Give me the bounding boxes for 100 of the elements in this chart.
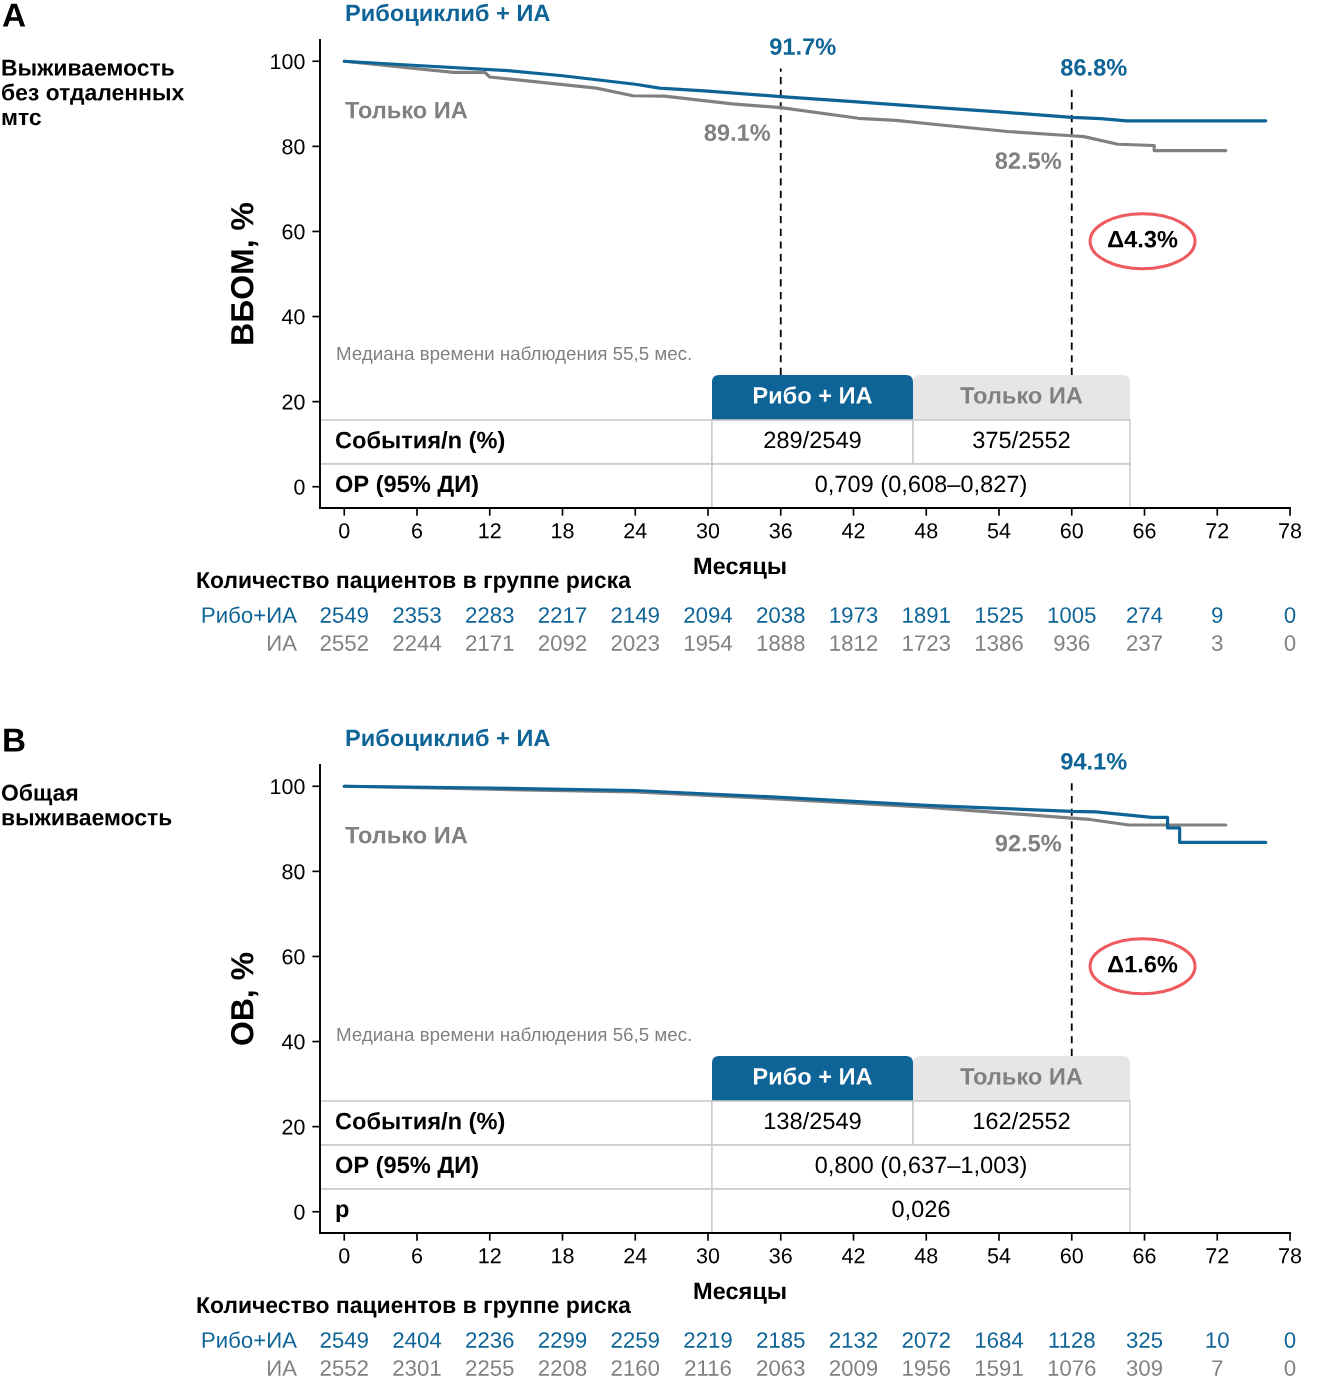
x-tick-label: 42 [842, 523, 865, 539]
text: 2404 [393, 1332, 442, 1348]
text: 2552 [320, 1360, 368, 1376]
text: 2552 [320, 635, 368, 651]
x-tick-label: 36 [769, 523, 792, 539]
x-tick-label: 78 [1279, 1248, 1302, 1264]
text: 10 [1206, 1332, 1229, 1348]
data-label: 89.1% [704, 124, 771, 141]
y-tick-label: 20 [282, 394, 305, 410]
text: 0 [1284, 607, 1296, 623]
text: 2283 [466, 607, 514, 623]
x-tick-label: 12 [479, 523, 501, 539]
x-tick-label: 42 [842, 1248, 865, 1264]
x-tick-label: 0 [339, 1248, 350, 1264]
series-label: Только ИА [345, 826, 468, 844]
x-tick-label: 36 [769, 1248, 792, 1264]
text: 2236 [466, 1332, 514, 1348]
series-label: Только ИА [345, 101, 468, 119]
text: 1723 [903, 635, 950, 651]
text: 9 [1212, 607, 1223, 623]
x-tick-label: 78 [1279, 523, 1302, 539]
text: 2217 [538, 607, 587, 623]
y-tick-label: 80 [282, 864, 305, 880]
data-label: 91.7% [770, 38, 836, 55]
data-label: 82.5% [995, 152, 1062, 170]
text: 237 [1127, 635, 1162, 651]
y-tick-label: 40 [281, 1034, 305, 1050]
x-tick-label: 54 [987, 523, 1011, 539]
text: 1525 [975, 607, 1023, 623]
data-label: 92.5% [995, 834, 1062, 852]
annotation: Только ИА [960, 387, 1083, 404]
y-tick-label: 40 [281, 309, 305, 325]
annotation: 0,026 [892, 1200, 950, 1221]
x-tick-label: 60 [1060, 1248, 1083, 1264]
annotation: Медиана времени наблюдения 56,5 мес. [337, 1027, 691, 1045]
text: 2072 [902, 1332, 950, 1348]
x-tick-label: 66 [1133, 523, 1156, 539]
annotation: Только ИА [960, 1068, 1083, 1085]
text: 1386 [975, 635, 1023, 651]
data-label: 94.1% [1061, 752, 1127, 770]
text: 2063 [757, 1360, 805, 1376]
x-tick-label: 48 [914, 1248, 938, 1264]
text: 1973 [830, 607, 878, 623]
text: 2301 [393, 1360, 441, 1376]
y-tick-label: 0 [294, 479, 305, 495]
text: Количество пациентов в группе риска [197, 572, 632, 593]
text: 2149 [611, 607, 659, 623]
text: 1684 [975, 1332, 1024, 1348]
x-tick-label: 60 [1060, 523, 1083, 539]
text: 7 [1212, 1360, 1223, 1376]
annotation: 138/2549 [765, 1111, 861, 1130]
text: ИА [268, 1360, 297, 1376]
x-tick-label: 18 [552, 523, 574, 539]
text: 2116 [685, 1360, 731, 1376]
x-tick-label: 6 [412, 1248, 423, 1264]
x-tick-label: 18 [552, 1248, 574, 1264]
text: 1128 [1049, 1332, 1095, 1348]
text: Выживаемость без отдаленных мтс [2, 59, 185, 126]
text: Общая выживаемость [1, 783, 172, 826]
y-tick-label: 0 [294, 1204, 305, 1220]
text: 274 [1127, 607, 1163, 623]
text: 2255 [466, 1360, 514, 1376]
annotation: 162/2552 [974, 1111, 1070, 1130]
x-tick-label: 24 [624, 523, 647, 539]
y-tick-label: 100 [271, 54, 305, 70]
text: A [2, 3, 26, 27]
text: 2244 [393, 635, 442, 651]
x-tick-label: 6 [412, 523, 423, 539]
annotation: Δ4.3% [1108, 230, 1178, 248]
y-tick-label: 80 [282, 139, 305, 155]
annotation: Медиана времени наблюдения 55,5 мес. [337, 346, 691, 364]
text: 2160 [611, 1360, 660, 1376]
text: 1888 [757, 635, 805, 651]
text: 2094 [684, 607, 733, 623]
y-axis-title: ВБОМ, % [230, 203, 259, 344]
text: 2092 [538, 635, 587, 651]
annotation: Δ1.6% [1108, 955, 1178, 973]
text: Рибо+ИА [202, 606, 297, 623]
data-label: 86.8% [1061, 59, 1127, 76]
text: 0 [1284, 1360, 1296, 1376]
text: 2171 [466, 635, 514, 651]
x-tick-label: 72 [1206, 1248, 1229, 1264]
text: 309 [1126, 1360, 1162, 1376]
annotation: 0,800 (0,637–1,003) [815, 1155, 1026, 1178]
annotation: Рибо + ИА [753, 1067, 872, 1085]
y-tick-label: 60 [282, 949, 305, 965]
text: 936 [1054, 635, 1090, 651]
y-tick-label: 100 [271, 779, 305, 795]
x-tick-label: 0 [339, 523, 350, 539]
text: 2038 [757, 607, 805, 623]
annotation: ОР (95% ДИ) [335, 1155, 478, 1179]
text: ИА [268, 635, 297, 651]
text: 1812 [830, 635, 878, 651]
y-axis-title: ОВ, % [230, 952, 259, 1045]
annotation: p [336, 1204, 349, 1223]
annotation: 375/2552 [973, 430, 1070, 449]
x-tick-label: 24 [624, 1248, 647, 1264]
text: 2219 [684, 1332, 732, 1348]
y-tick-label: 60 [282, 224, 305, 240]
text: 3 [1211, 635, 1223, 651]
